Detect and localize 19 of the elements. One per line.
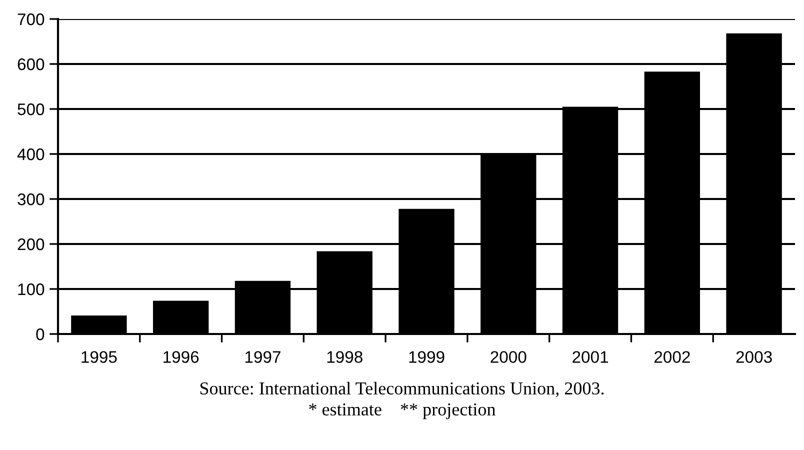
y-tick-label: 600: [18, 58, 44, 70]
y-tick-label: 700: [18, 13, 44, 26]
x-tick-label: 1996: [164, 351, 199, 363]
text: * estimate ** projection: [309, 403, 496, 420]
x-tick-label: 2000: [490, 351, 526, 363]
x-tick-label: 2003: [736, 351, 772, 363]
y-tick-label: 200: [18, 238, 44, 250]
y-tick-label: 400: [17, 148, 44, 160]
y-tick-label: 300: [18, 193, 44, 206]
source-note: Source: International Telecommunications Union, 2003.: [200, 382, 604, 398]
y-tick-label: 100: [18, 283, 44, 296]
y-tick-label: 500: [18, 103, 44, 116]
x-tick-label: 1999: [409, 351, 444, 363]
x-tick-label: 1998: [327, 351, 362, 363]
x-tick-label: 2002: [654, 351, 690, 363]
y-tick-label: 0: [36, 328, 44, 340]
x-tick-label: 1997: [245, 351, 280, 363]
x-tick-label: 1995: [82, 351, 117, 363]
x-tick-label: 2001: [572, 351, 608, 363]
